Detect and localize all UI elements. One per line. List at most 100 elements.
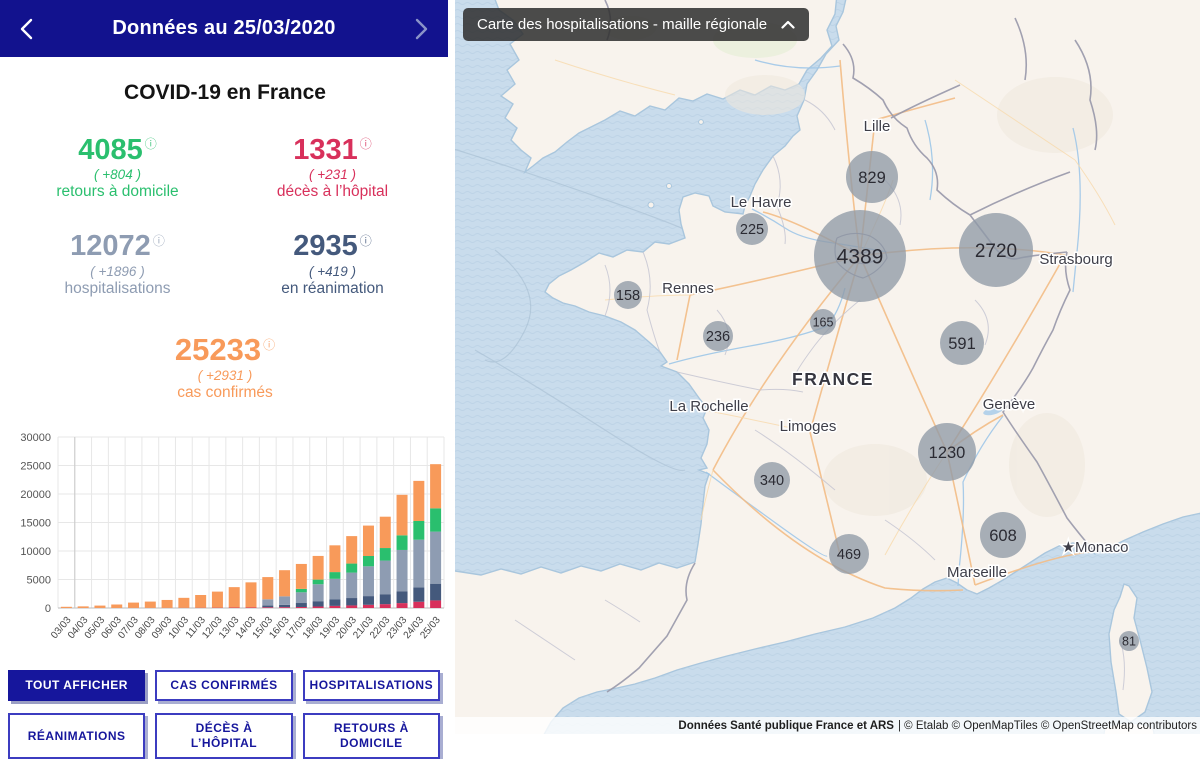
bar-segment [430, 601, 441, 609]
filter-button-cas-confirm-s[interactable]: CAS CONFIRMÉS [155, 670, 292, 701]
chevron-up-icon [781, 16, 795, 33]
bar-segment [413, 540, 424, 588]
city-label-monaco: ★Monaco [1062, 539, 1129, 556]
bar-segment [162, 600, 173, 608]
bar-segment [346, 598, 357, 605]
bar-segment [380, 605, 391, 609]
bar-segment [296, 607, 307, 608]
stat-delta: ( +804 ) [10, 167, 225, 182]
info-icon[interactable]: ⓘ [153, 234, 165, 248]
bar-segment [313, 580, 324, 585]
bar-segment [363, 597, 374, 606]
bar-segment [397, 495, 408, 536]
bar-segment [313, 602, 324, 607]
bar-segment [145, 602, 156, 608]
bar-segment [363, 567, 374, 597]
map-layer-dropdown[interactable]: Carte des hospitalisations - maille régi… [463, 8, 809, 41]
hospitalisation-bubble-469[interactable]: 469 [829, 534, 869, 574]
chevron-left-icon [20, 18, 33, 40]
bar-segment [397, 550, 408, 591]
y-tick-label: 5000 [27, 575, 51, 587]
next-day-button[interactable] [409, 14, 434, 44]
info-icon[interactable]: ⓘ [360, 234, 372, 248]
bar-segment [346, 564, 357, 573]
hospitalisation-bubble-829[interactable]: 829 [846, 151, 898, 203]
bar-segment [363, 556, 374, 566]
bar-segment [329, 573, 340, 580]
bubble-value: 225 [740, 222, 764, 238]
bubble-value: 4389 [837, 246, 884, 269]
series-filter-buttons: TOUT AFFICHER CAS CONFIRMÉS HOSPITALISATIO… [8, 670, 440, 759]
filter-button-hospitalisations[interactable]: HOSPITALISATIONS [303, 670, 440, 701]
y-tick-label: 30000 [20, 432, 51, 444]
hospitalisation-bubble-2720[interactable]: 2720 [959, 213, 1033, 287]
bar-segment [430, 532, 441, 584]
hospitalisation-bubble-1230[interactable]: 1230 [918, 423, 976, 481]
bubble-value: 165 [813, 316, 834, 330]
bubble-value: 340 [760, 473, 784, 489]
filter-button-d-c-s-l-h-pital[interactable]: DÉCÈS À L’HÔPITAL [155, 713, 292, 759]
y-tick-label: 25000 [20, 461, 51, 473]
panel-date-title: Données au 25/03/2020 [112, 17, 335, 40]
hospitalisation-bubble-81[interactable]: 81 [1119, 631, 1139, 651]
bar-segment [212, 592, 223, 608]
hospitalisation-bubble-165[interactable]: 165 [810, 309, 836, 335]
bar-segment [346, 606, 357, 609]
bar-segment [346, 537, 357, 564]
hospitalisation-bubble-608[interactable]: 608 [980, 512, 1026, 558]
info-icon[interactable]: ⓘ [263, 338, 275, 352]
info-icon[interactable]: ⓘ [145, 137, 157, 151]
filter-button-tout-afficher[interactable]: TOUT AFFICHER [8, 670, 145, 701]
bar-segment [413, 481, 424, 521]
hospitalisation-bubble-591[interactable]: 591 [940, 321, 984, 365]
bar-segment [195, 595, 206, 608]
chevron-right-icon [415, 18, 428, 40]
stat-label: retours à domicile [10, 183, 225, 201]
bar-segment [262, 606, 273, 608]
filter-button-retours-domicile[interactable]: RETOURS À DOMICILE [303, 713, 440, 759]
bubble-value: 608 [989, 527, 1017, 545]
bubble-value: 829 [858, 169, 886, 187]
city-label-rennes: Rennes [662, 280, 714, 297]
bar-segment [363, 605, 374, 608]
bar-segment [413, 588, 424, 602]
bar-segment [346, 573, 357, 598]
data-panel: Données au 25/03/2020 COVID-19 en France… [0, 0, 455, 734]
channel-island [667, 184, 672, 189]
hospitalisation-bubble-225[interactable]: 225 [736, 213, 768, 245]
bar-segment [397, 604, 408, 609]
stat-delta: ( +2931 ) [10, 368, 440, 383]
hospitalisation-bubble-4389[interactable]: 4389 [814, 210, 906, 302]
hospitalisations-map[interactable]: 829 225 4389 2720 158 236 165 591 1230 340 469 608 8… [455, 0, 1200, 734]
previous-day-button[interactable] [14, 14, 39, 44]
stat-label: décès à l’hôpital [225, 183, 440, 201]
info-icon[interactable]: ⓘ [360, 137, 372, 151]
city-label-le-havre: Le Havre [731, 194, 792, 211]
bar-segment [313, 585, 324, 602]
filter-button-r-animations[interactable]: RÉANIMATIONS [8, 713, 145, 759]
hospitalisation-bubble-236[interactable]: 236 [703, 321, 733, 351]
bar-segment [413, 521, 424, 540]
bar-segment [246, 583, 257, 608]
stat-label: cas confirmés [10, 384, 440, 402]
hospitalisation-bubble-340[interactable]: 340 [754, 462, 790, 498]
bar-segment [296, 603, 307, 607]
attribution-source: Données Santé publique France et ARS [678, 720, 894, 732]
bubble-value: 1230 [929, 444, 966, 462]
chart-bars [61, 465, 441, 609]
hospitalisation-bubble-158[interactable]: 158 [614, 281, 642, 309]
france-map-canvas[interactable]: 829 225 4389 2720 158 236 165 591 1230 340 469 608 8… [455, 0, 1200, 734]
bar-segment [111, 605, 122, 608]
city-label-la-rochelle: La Rochelle [669, 398, 748, 415]
bar-segment [430, 509, 441, 532]
isle-of-wight [699, 120, 704, 125]
bar-segment [380, 595, 391, 605]
bubble-value: 469 [837, 547, 861, 563]
stat-delta: ( +231 ) [225, 167, 440, 182]
bar-segment [380, 517, 391, 548]
